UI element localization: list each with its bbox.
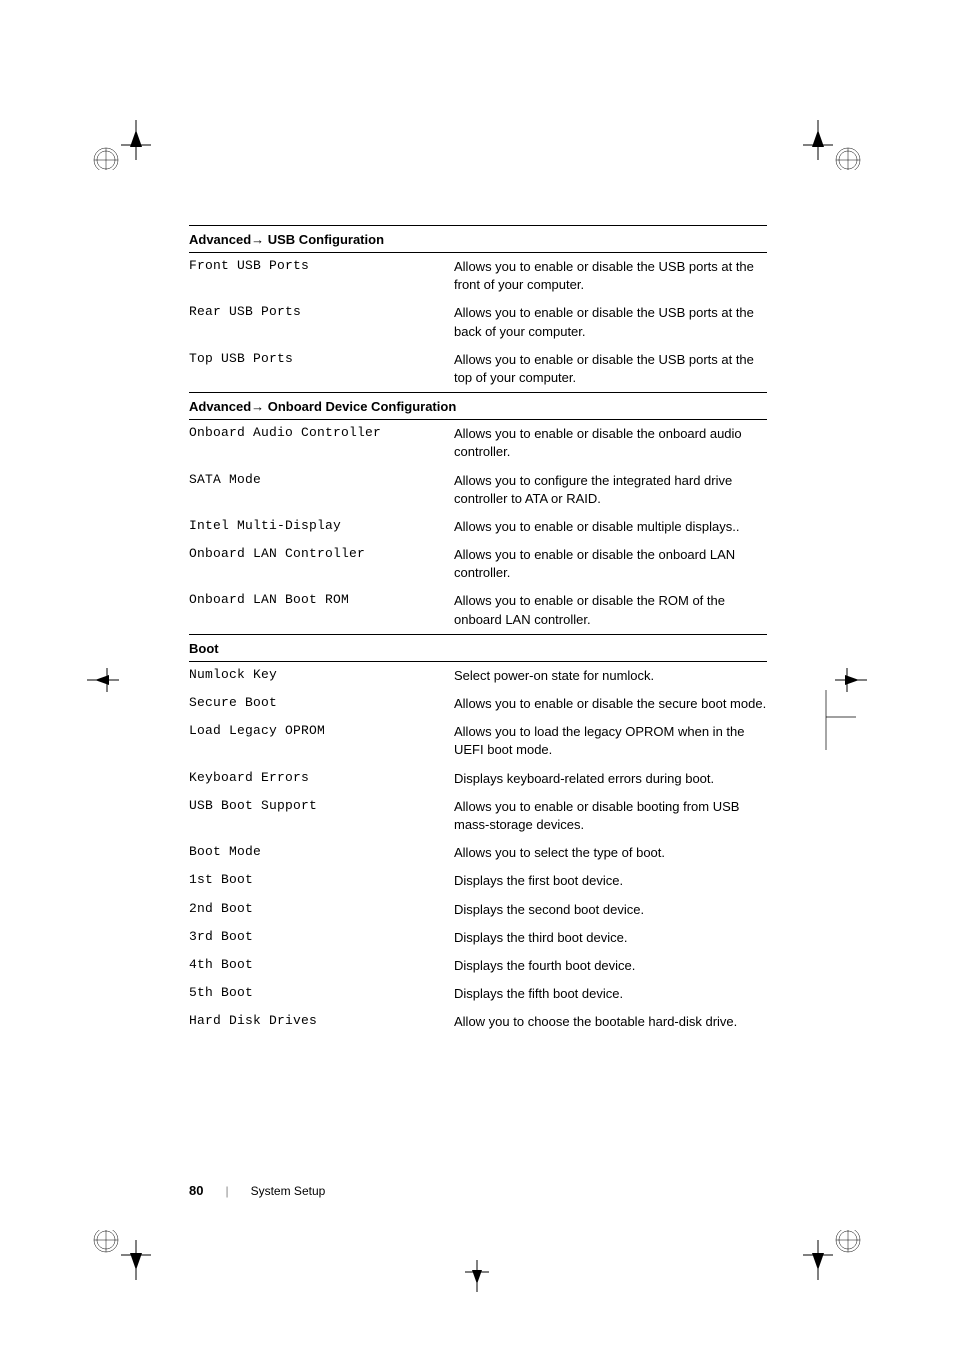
section-header: Boot bbox=[189, 634, 767, 662]
setting-row: Boot ModeAllows you to select the type o… bbox=[189, 839, 767, 867]
setting-row: 5th BootDisplays the fifth boot device. bbox=[189, 980, 767, 1008]
setting-row: 4th BootDisplays the fourth boot device. bbox=[189, 952, 767, 980]
setting-key: USB Boot Support bbox=[189, 798, 454, 834]
setting-description: Allows you to enable or disable booting … bbox=[454, 798, 767, 834]
setting-row: Hard Disk DrivesAllow you to choose the … bbox=[189, 1008, 767, 1036]
setting-description: Allows you to enable or disable the USB … bbox=[454, 304, 767, 340]
section-header: Advanced→ Onboard Device Configuration bbox=[189, 392, 767, 420]
setting-key: Onboard LAN Controller bbox=[189, 546, 454, 582]
setting-row: Rear USB PortsAllows you to enable or di… bbox=[189, 299, 767, 345]
setting-key: Load Legacy OPROM bbox=[189, 723, 454, 759]
setting-row: Onboard LAN ControllerAllows you to enab… bbox=[189, 541, 767, 587]
setting-key: 5th Boot bbox=[189, 985, 454, 1003]
tick-mark-icon bbox=[816, 690, 836, 750]
setting-row: Load Legacy OPROMAllows you to load the … bbox=[189, 718, 767, 764]
setting-description: Displays the fourth boot device. bbox=[454, 957, 767, 975]
setting-key: 4th Boot bbox=[189, 957, 454, 975]
setting-key: Numlock Key bbox=[189, 667, 454, 685]
setting-key: Onboard LAN Boot ROM bbox=[189, 592, 454, 628]
crop-mark-icon bbox=[452, 1252, 502, 1292]
setting-key: Hard Disk Drives bbox=[189, 1013, 454, 1031]
setting-description: Allows you to enable or disable the onbo… bbox=[454, 425, 767, 461]
setting-row: USB Boot SupportAllows you to enable or … bbox=[189, 793, 767, 839]
setting-key: SATA Mode bbox=[189, 472, 454, 508]
setting-description: Allows you to select the type of boot. bbox=[454, 844, 767, 862]
tick-mark-icon bbox=[826, 715, 856, 719]
setting-key: Rear USB Ports bbox=[189, 304, 454, 340]
setting-description: Allows you to enable or disable the USB … bbox=[454, 351, 767, 387]
setting-key: Boot Mode bbox=[189, 844, 454, 862]
setting-key: Intel Multi-Display bbox=[189, 518, 454, 536]
crop-mark-icon bbox=[798, 1230, 868, 1300]
setting-description: Displays the first boot device. bbox=[454, 872, 767, 890]
setting-row: 3rd BootDisplays the third boot device. bbox=[189, 924, 767, 952]
setting-key: 2nd Boot bbox=[189, 901, 454, 919]
setting-description: Allows you to enable or disable the onbo… bbox=[454, 546, 767, 582]
setting-key: 3rd Boot bbox=[189, 929, 454, 947]
setting-description: Displays the fifth boot device. bbox=[454, 985, 767, 1003]
page-number: 80 bbox=[189, 1183, 203, 1198]
setting-row: Front USB PortsAllows you to enable or d… bbox=[189, 253, 767, 299]
setting-key: Secure Boot bbox=[189, 695, 454, 713]
footer-divider: | bbox=[225, 1184, 228, 1198]
setting-description: Allow you to choose the bootable hard-di… bbox=[454, 1013, 767, 1031]
setting-key: Top USB Ports bbox=[189, 351, 454, 387]
setting-description: Allows you to configure the integrated h… bbox=[454, 472, 767, 508]
crop-mark-icon bbox=[798, 100, 868, 170]
setting-description: Allows you to enable or disable the USB … bbox=[454, 258, 767, 294]
setting-description: Displays the second boot device. bbox=[454, 901, 767, 919]
setting-row: Secure BootAllows you to enable or disab… bbox=[189, 690, 767, 718]
setting-description: Allows you to enable or disable the ROM … bbox=[454, 592, 767, 628]
setting-key: Onboard Audio Controller bbox=[189, 425, 454, 461]
page-footer: 80 | System Setup bbox=[189, 1183, 325, 1198]
setting-key: 1st Boot bbox=[189, 872, 454, 890]
setting-description: Allows you to enable or disable multiple… bbox=[454, 518, 767, 536]
setting-key: Front USB Ports bbox=[189, 258, 454, 294]
section-header: Advanced→ USB Configuration bbox=[189, 225, 767, 253]
setting-key: Keyboard Errors bbox=[189, 770, 454, 788]
crop-mark-icon bbox=[82, 660, 132, 700]
setting-description: Displays keyboard-related errors during … bbox=[454, 770, 767, 788]
setting-row: Onboard LAN Boot ROMAllows you to enable… bbox=[189, 587, 767, 633]
page-content: Advanced→ USB ConfigurationFront USB Por… bbox=[189, 225, 767, 1036]
setting-description: Displays the third boot device. bbox=[454, 929, 767, 947]
setting-row: 2nd BootDisplays the second boot device. bbox=[189, 896, 767, 924]
setting-description: Allows you to load the legacy OPROM when… bbox=[454, 723, 767, 759]
setting-row: Onboard Audio ControllerAllows you to en… bbox=[189, 420, 767, 466]
setting-row: Top USB PortsAllows you to enable or dis… bbox=[189, 346, 767, 392]
setting-description: Allows you to enable or disable the secu… bbox=[454, 695, 767, 713]
setting-description: Select power-on state for numlock. bbox=[454, 667, 767, 685]
setting-row: 1st BootDisplays the first boot device. bbox=[189, 867, 767, 895]
footer-label: System Setup bbox=[251, 1184, 326, 1198]
setting-row: Intel Multi-DisplayAllows you to enable … bbox=[189, 513, 767, 541]
crop-mark-icon bbox=[822, 660, 872, 700]
setting-row: Numlock KeySelect power-on state for num… bbox=[189, 662, 767, 690]
crop-mark-icon bbox=[86, 100, 156, 170]
crop-mark-icon bbox=[86, 1230, 156, 1300]
setting-row: SATA ModeAllows you to configure the int… bbox=[189, 467, 767, 513]
setting-row: Keyboard ErrorsDisplays keyboard-related… bbox=[189, 765, 767, 793]
